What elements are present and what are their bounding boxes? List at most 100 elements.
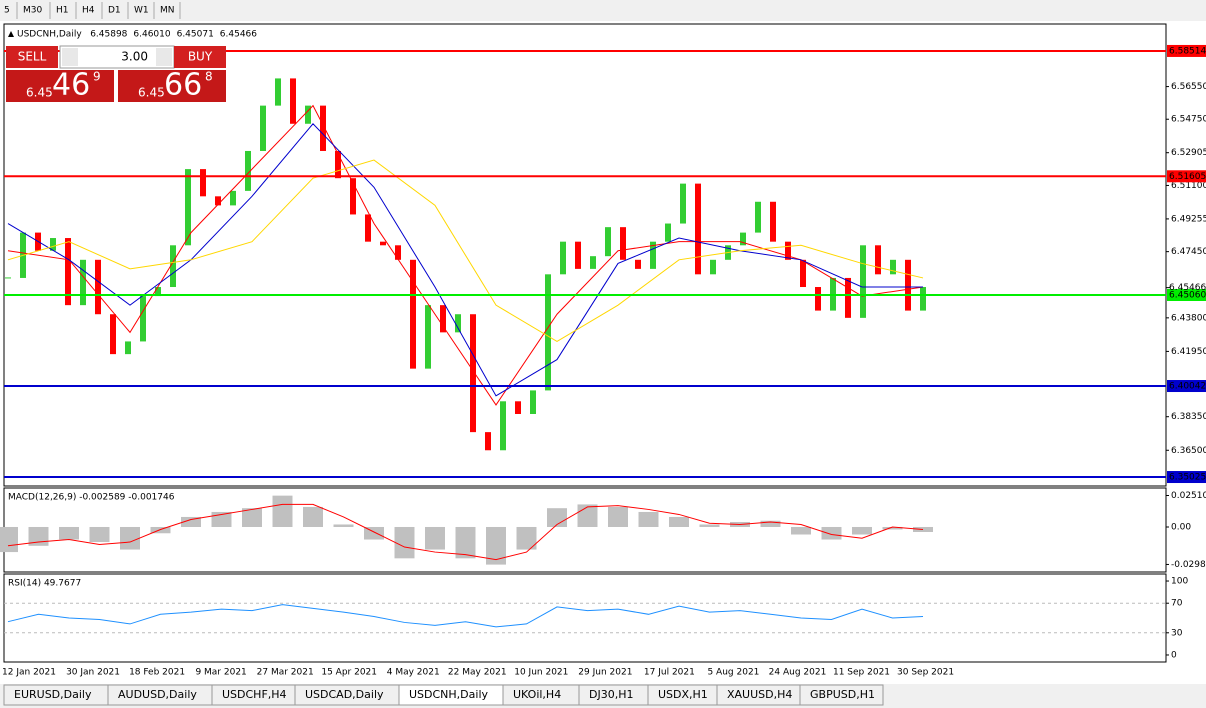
timeframe-button[interactable]: 5 — [4, 6, 10, 16]
level-label: 6.58514 — [1169, 46, 1206, 56]
macd-bar — [303, 506, 323, 527]
timeframe-button[interactable]: H4 — [82, 6, 95, 16]
macd-bar — [364, 526, 384, 540]
toolbar — [0, 0, 1206, 21]
macd-bar — [272, 495, 293, 527]
lots-down[interactable] — [62, 48, 78, 66]
candle — [365, 214, 371, 242]
chart-tab-label: USDX,H1 — [658, 688, 708, 701]
macd-bar — [669, 516, 689, 527]
bid-pip: 9 — [93, 70, 101, 84]
candle — [515, 401, 521, 414]
macd-bar — [150, 526, 171, 534]
candle — [650, 241, 656, 269]
sell-button[interactable] — [6, 46, 58, 68]
y-tick-label: 6.38350 — [1171, 412, 1206, 422]
candle — [320, 105, 326, 151]
candle — [740, 232, 746, 246]
candle — [455, 314, 461, 333]
collapse-icon — [8, 31, 14, 37]
candle — [590, 256, 596, 269]
candle — [575, 241, 581, 269]
candle — [440, 305, 446, 333]
candle — [230, 190, 236, 206]
x-tick-label: 4 May 2021 — [387, 668, 440, 678]
buy-button[interactable] — [174, 46, 226, 68]
level-label-box — [1167, 471, 1206, 484]
candle — [290, 78, 296, 124]
candle — [680, 183, 686, 224]
macd-bar — [181, 516, 201, 527]
y-tick-label: 6.36500 — [1171, 446, 1206, 456]
ask-prefix: 6.45 — [138, 86, 165, 100]
candle — [770, 201, 776, 242]
candle — [65, 238, 71, 306]
y-tick-label: 0 — [1171, 650, 1177, 660]
candle — [755, 201, 761, 233]
x-tick-label: 10 Jun 2021 — [514, 668, 568, 678]
candle — [125, 341, 131, 355]
level-label-box — [1167, 170, 1206, 183]
y-tick-label: 6.52905 — [1171, 148, 1206, 158]
panel-title: MACD(12,26,9) -0.002589 -0.001746 — [8, 493, 175, 503]
y-tick-label: -0.02988 — [1171, 560, 1206, 570]
panel-title: RSI(14) 49.7677 — [8, 579, 81, 589]
moving-average — [7, 123, 923, 397]
macd-bar — [486, 526, 506, 565]
timeframe-button[interactable]: D1 — [108, 6, 121, 16]
macd-bar — [852, 526, 872, 535]
chart-tab[interactable] — [799, 684, 884, 706]
candle — [860, 245, 866, 318]
macd-bar — [638, 511, 659, 527]
candle — [395, 245, 401, 260]
timeframe-button[interactable]: MN — [160, 6, 175, 16]
level-label-box — [1167, 44, 1206, 57]
timeframe-button[interactable]: H1 — [56, 6, 69, 16]
macd-bar — [760, 520, 781, 527]
candle — [380, 241, 386, 246]
candle — [110, 314, 116, 355]
bid-box[interactable] — [6, 70, 114, 102]
candle — [140, 296, 146, 342]
candle — [485, 432, 491, 451]
bid-main: 46 — [52, 68, 90, 103]
ask-main: 66 — [164, 68, 202, 103]
timeframe-button[interactable]: W1 — [134, 6, 149, 16]
macd-bar — [608, 506, 628, 527]
macd-bar — [425, 526, 445, 550]
candle — [620, 227, 626, 260]
quote-value: 6.46010 — [133, 30, 170, 40]
candle — [530, 390, 536, 414]
candle — [50, 238, 56, 251]
x-tick-label: 15 Apr 2021 — [321, 668, 377, 678]
level-label-box — [1167, 380, 1206, 393]
x-tick-label: 11 Sep 2021 — [833, 668, 890, 678]
rsi-panel — [3, 573, 1167, 663]
x-tick-label: 17 Jul 2021 — [644, 668, 695, 678]
chart-tab-label: DJ30,H1 — [589, 688, 633, 701]
candle — [350, 178, 356, 215]
candle — [185, 169, 191, 246]
macd-bar — [28, 526, 49, 546]
lots-up[interactable] — [156, 48, 172, 66]
candle — [275, 78, 281, 106]
candle — [785, 241, 791, 260]
candle — [95, 259, 101, 315]
buy-label: BUY — [188, 50, 213, 64]
last-price-label: 6.45466 — [1169, 283, 1206, 293]
candle — [845, 277, 851, 318]
quote-value: 6.45898 — [90, 30, 127, 40]
candle — [470, 314, 476, 433]
timeframe-button[interactable]: M30 — [23, 6, 42, 16]
rsi-line — [7, 604, 924, 628]
sell-label: SELL — [18, 50, 47, 64]
macd-bar — [699, 524, 720, 527]
candle — [875, 245, 881, 275]
macd-bar — [0, 526, 18, 553]
signal-line — [7, 503, 924, 561]
chart-tab-label: UKOil,H4 — [513, 688, 561, 701]
chart-tab-label: GBPUSD,H1 — [810, 688, 875, 701]
ask-box[interactable] — [118, 70, 226, 102]
y-tick-label: 70 — [1171, 599, 1183, 609]
